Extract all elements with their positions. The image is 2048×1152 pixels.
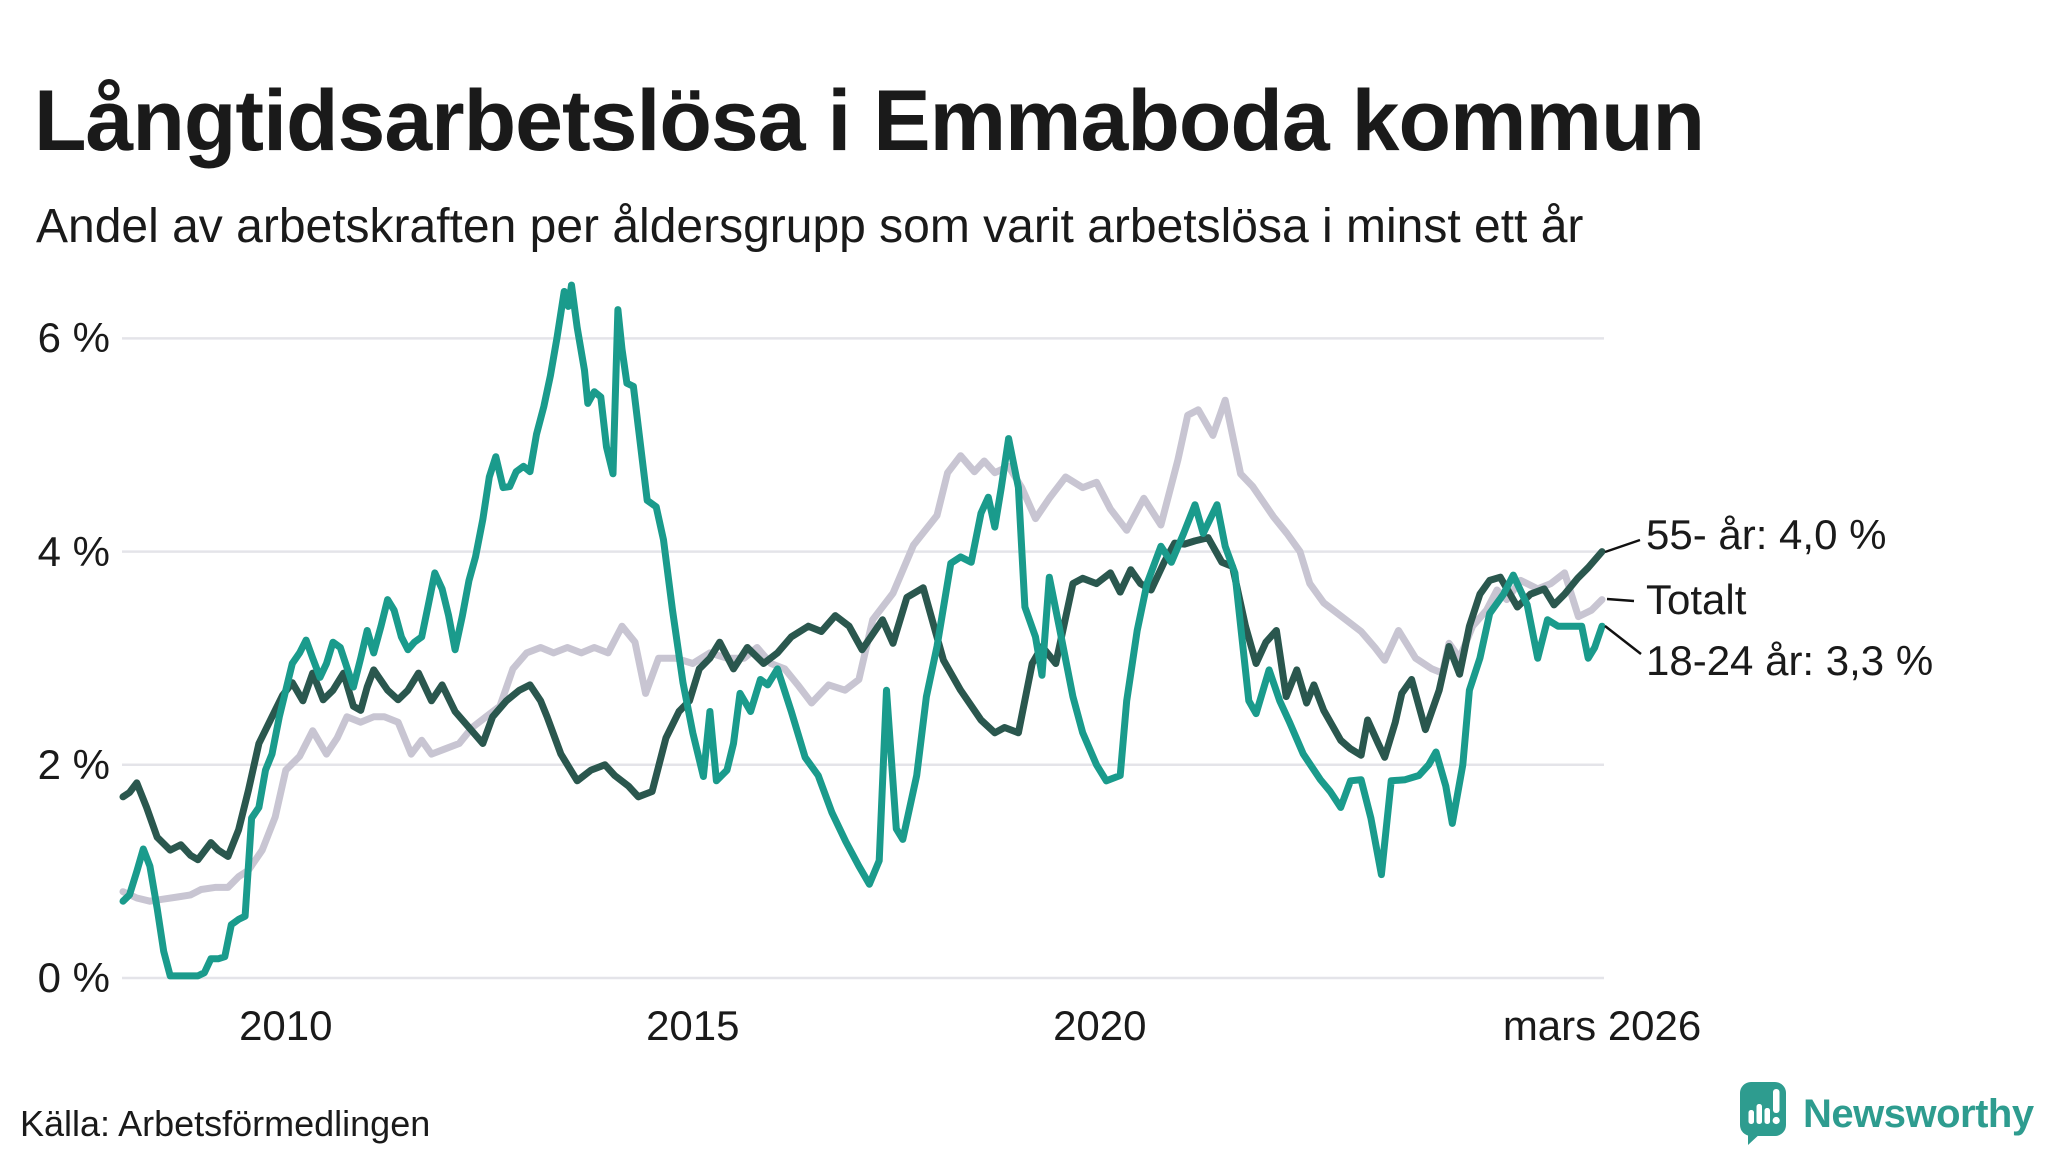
y-tick-6: 6 % [37,314,110,362]
source-note: Källa: Arbetsförmedlingen [20,1103,431,1144]
y-tick-4: 4 % [37,527,110,575]
bar-chart-speech-bubble-icon [1740,1082,1786,1145]
newsworthy-logo: Newsworthy [1740,1082,2034,1145]
end-label-18-24-ar: 18-24 år: 3,3 % [1646,637,1934,684]
series-line-18-24-r [119,281,1606,980]
series-line-55-r [119,534,1606,864]
connector-55-ar [1604,538,1641,554]
x-tick-2020: 2020 [1053,1002,1147,1049]
page-subtitle: Andel av arbetskraften per åldersgrupp s… [36,200,1584,253]
series-line-totalt [119,396,1606,905]
end-label-totalt: Totalt [1646,576,1747,623]
end-label-55-ar: 55- år: 4,0 % [1646,511,1887,558]
connector-18-24-ar [1604,625,1642,655]
y-tick-0: 0 % [37,954,110,1001]
page-title: Långtidsarbetslösa i Emmaboda kommun [34,72,1705,169]
y-tick-2: 2 % [37,740,110,788]
x-tick-mars-2026: mars 2026 [1502,1002,1702,1049]
connector-totalt [1606,597,1635,603]
newsworthy-wordmark: Newsworthy [1803,1092,2034,1136]
x-tick-2015: 2015 [646,1002,740,1049]
x-tick-2010: 2010 [239,1002,333,1049]
